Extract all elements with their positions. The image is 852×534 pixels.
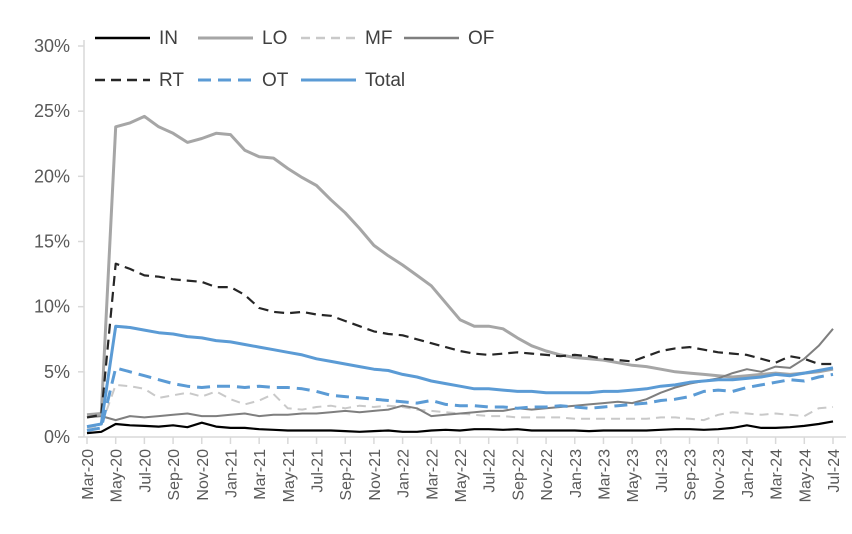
legend-line-sample: [198, 78, 253, 82]
x-tick-label: Sep-22: [510, 449, 527, 501]
legend-item-in: IN: [95, 29, 198, 48]
legend-row-2: RT OT Total: [95, 64, 507, 96]
legend-label-of: OF: [468, 27, 495, 49]
legend-item-of: OF: [404, 29, 507, 48]
legend-line-sample: [198, 36, 253, 40]
y-tick-label: 15%: [34, 232, 70, 252]
y-tick-label: 10%: [34, 297, 70, 317]
x-tick-label: May-20: [109, 449, 126, 502]
legend-label-in: IN: [159, 27, 178, 49]
legend-label-rt: RT: [159, 69, 184, 91]
x-tick-label: Jan-22: [396, 449, 413, 498]
legend-item-lo: LO: [198, 29, 301, 48]
x-tick-label: Jul-22: [482, 449, 499, 493]
x-tick-label: Jan-24: [740, 449, 757, 498]
x-tick-label: Jul-21: [310, 449, 327, 493]
y-tick-label: 20%: [34, 166, 70, 186]
x-tick-label: Nov-22: [539, 449, 556, 501]
x-tick-label: May-22: [453, 449, 470, 502]
legend-label-ot: OT: [262, 69, 289, 91]
legend-item-total: Total: [301, 69, 406, 91]
y-tick-label: 5%: [44, 362, 70, 382]
legend-line-sample: [301, 36, 356, 40]
x-tick-label: Jul-24: [826, 449, 843, 493]
legend-label-lo: LO: [262, 27, 288, 49]
x-tick-label: Jan-21: [223, 449, 240, 498]
x-tick-label: Sep-23: [683, 449, 700, 501]
x-tick-label: Nov-20: [195, 449, 212, 501]
x-tick-label: May-21: [281, 449, 298, 502]
legend-label-mf: MF: [365, 27, 393, 49]
legend-item-mf: MF: [301, 29, 404, 48]
series-line-rt: [86, 262, 833, 419]
legend-label-total: Total: [365, 69, 406, 91]
x-tick-label: Mar-21: [252, 449, 269, 500]
series-line-lo: [86, 114, 834, 417]
chart-legend: IN LO MF OF RT OT: [95, 22, 507, 96]
series-line-ot: [86, 366, 834, 432]
legend-line-sample: [95, 36, 150, 40]
y-tick-label: 0%: [44, 427, 70, 447]
series-line-mf: [86, 383, 834, 429]
y-tick-label: 25%: [34, 101, 70, 121]
x-tick-label: May-23: [625, 449, 642, 502]
legend-item-ot: OT: [198, 71, 301, 90]
legend-line-sample: [404, 36, 459, 40]
series-line-in: [86, 420, 834, 435]
x-tick-label: Mar-20: [80, 449, 97, 500]
x-tick-label: Jul-23: [654, 449, 671, 493]
x-tick-label: Jan-23: [568, 449, 585, 498]
series-line-total: [86, 324, 834, 429]
x-tick-label: Mar-23: [596, 449, 613, 500]
x-tick-label: Nov-23: [711, 449, 728, 501]
x-tick-label: Mar-22: [424, 449, 441, 500]
legend-row-1: IN LO MF OF: [95, 22, 507, 54]
x-tick-label: Mar-24: [769, 449, 786, 500]
legend-line-sample: [95, 78, 150, 82]
legend-item-rt: RT: [95, 71, 198, 90]
x-tick-label: Jul-20: [137, 449, 154, 493]
x-tick-label: May-24: [797, 449, 814, 502]
x-tick-label: Nov-21: [367, 449, 384, 501]
legend-line-sample: [301, 78, 356, 82]
x-tick-label: Sep-20: [166, 449, 183, 501]
y-tick-label: 30%: [34, 36, 70, 56]
x-tick-label: Sep-21: [338, 449, 355, 501]
